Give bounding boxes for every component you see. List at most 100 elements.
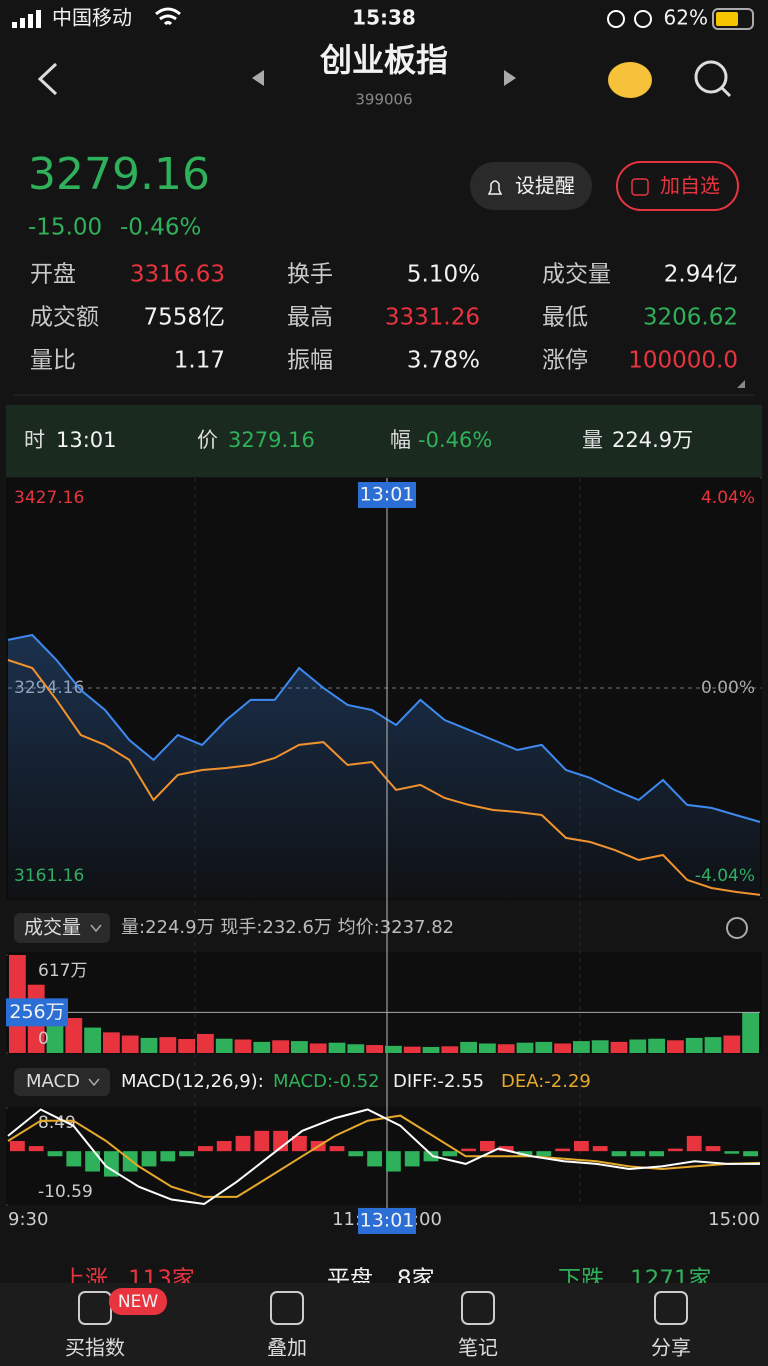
crosshair-label: 13:01 <box>360 484 415 506</box>
macd-bar <box>404 1151 420 1167</box>
volume-bar <box>667 1040 684 1053</box>
price: 3279.16 <box>28 149 210 200</box>
volume-info: 量:224.9万 现手:232.6万 均价:3237.82 <box>121 917 454 938</box>
volume-bar <box>460 1041 477 1053</box>
watchlist-label: 加自选 <box>660 174 720 198</box>
volume-bar <box>328 1042 346 1053</box>
badge-label: NEW <box>118 1292 158 1312</box>
tab-icon[interactable] <box>461 1291 495 1325</box>
macd-bar <box>367 1151 382 1167</box>
next-button[interactable] <box>504 70 516 86</box>
volume-bar <box>215 1038 233 1053</box>
macd-bar <box>536 1151 552 1157</box>
signal-icon <box>12 10 41 28</box>
stat-label: 换手 <box>287 262 333 288</box>
macd-value: MACD:-0.52 <box>273 1071 380 1092</box>
stat-label: 振幅 <box>287 348 333 374</box>
diff-value: DIFF:-2.55 <box>393 1071 484 1092</box>
settings-icon[interactable] <box>726 917 748 939</box>
stat-label: 最低 <box>542 305 588 331</box>
badge <box>109 1288 167 1315</box>
macd-bar <box>461 1148 476 1152</box>
crosshair-box <box>358 482 416 508</box>
time-label: 9:30 <box>8 1209 48 1230</box>
battery-icon <box>712 8 754 30</box>
battery-percent: 62% <box>664 6 708 30</box>
volume-bar <box>84 1027 101 1053</box>
volume-bar <box>121 1035 139 1053</box>
macd-bar <box>273 1130 288 1152</box>
crosshair-info-bar <box>6 405 762 477</box>
watchlist-button[interactable] <box>616 161 739 211</box>
volume-bar <box>723 1035 741 1053</box>
tab-label[interactable]: 笔记 <box>458 1336 498 1360</box>
y2-tick-label: 4.04% <box>701 488 755 508</box>
info-label: 幅 <box>390 428 411 452</box>
chevron <box>90 924 102 933</box>
macd-bar <box>254 1130 270 1152</box>
volume-bar <box>535 1041 553 1053</box>
battery-level <box>716 12 738 26</box>
stat-value: 100000.0 <box>628 348 738 374</box>
macd-bar <box>592 1146 608 1152</box>
volume-bar <box>573 1041 590 1053</box>
volume-bar <box>704 1037 722 1053</box>
volume-bar <box>234 1039 252 1053</box>
macd-button[interactable] <box>14 1068 110 1096</box>
alert-button[interactable] <box>470 162 592 210</box>
info-price: 3279.16 <box>228 428 315 452</box>
stat-label: 成交量 <box>542 262 611 288</box>
macd-bar <box>611 1151 627 1157</box>
macd-bar <box>47 1151 63 1157</box>
stat-value: 3.78% <box>407 348 480 374</box>
back-button[interactable] <box>37 62 58 96</box>
plus-icon <box>631 178 649 196</box>
volume-button-label: 成交量 <box>24 917 81 939</box>
macd-bar <box>743 1151 758 1157</box>
price-area <box>8 635 760 898</box>
tab-label[interactable]: 买指数 <box>65 1336 125 1360</box>
change-pct: -0.46% <box>120 215 201 241</box>
info-volume: 224.9万 <box>612 428 693 452</box>
macd-bar <box>423 1151 439 1162</box>
info-label: 量 <box>582 428 603 452</box>
volume-button[interactable] <box>14 913 110 943</box>
tab-icon[interactable] <box>654 1291 688 1325</box>
tab-icon[interactable] <box>270 1291 304 1325</box>
tab-label[interactable]: 叠加 <box>267 1336 307 1360</box>
tab-label[interactable]: 分享 <box>651 1336 691 1360</box>
macd-bar <box>705 1146 721 1152</box>
volume-bar <box>554 1043 571 1053</box>
volume-bar <box>403 1046 421 1053</box>
stat-value: 2.94亿 <box>664 262 738 288</box>
macd-bar <box>235 1135 251 1152</box>
lock-icon <box>607 10 625 28</box>
macd-bar <box>724 1151 740 1154</box>
volume-bar <box>685 1037 703 1053</box>
time-cursor-label: 13:01 <box>360 1210 415 1232</box>
volume-bar <box>648 1038 665 1053</box>
change: -15.00 <box>28 215 102 241</box>
macd-bar <box>668 1148 683 1152</box>
expand-icon[interactable] <box>737 380 745 388</box>
clock: 15:38 <box>352 6 416 30</box>
macd-tick-label: -10.59 <box>38 1182 93 1202</box>
macd-bar <box>10 1140 25 1152</box>
macd-bar <box>649 1151 664 1157</box>
stat-label: 量比 <box>30 348 76 374</box>
stat-value: 1.17 <box>174 348 225 374</box>
stat-label: 最高 <box>287 305 333 331</box>
macd-bar <box>480 1140 495 1152</box>
carrier: 中国移动 <box>52 6 132 30</box>
volume-bar <box>309 1043 327 1053</box>
search-button[interactable] <box>694 60 728 94</box>
volume-bar <box>742 1012 759 1053</box>
macd-params: MACD(12,26,9): <box>121 1071 264 1092</box>
prev-button[interactable] <box>252 70 264 86</box>
mascot-icon[interactable] <box>608 62 652 98</box>
volume-bar <box>366 1045 383 1053</box>
stat-label: 开盘 <box>30 262 76 288</box>
stat-value: 3331.26 <box>385 305 480 331</box>
volume-bar <box>272 1040 289 1053</box>
